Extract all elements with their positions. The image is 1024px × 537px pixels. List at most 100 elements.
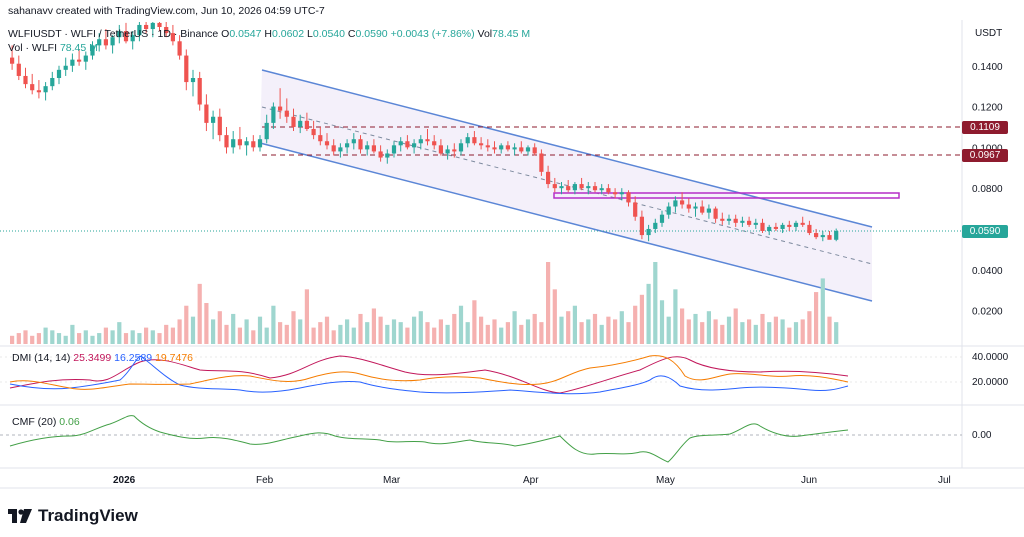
volume-bar xyxy=(827,316,832,344)
candle xyxy=(546,165,551,189)
candle xyxy=(706,204,711,219)
volume-bar xyxy=(371,308,376,344)
volume-bar xyxy=(244,319,249,344)
channel-upper-line[interactable] xyxy=(261,69,873,228)
volume-bar xyxy=(720,324,725,344)
candle xyxy=(566,180,571,193)
price-tick-label: 0.0800 xyxy=(972,184,1003,195)
ohlc-vol: 78.45 M xyxy=(492,28,531,40)
candle xyxy=(190,69,196,97)
volume-bar xyxy=(211,319,216,344)
volume-bar xyxy=(525,319,531,344)
volume-bar xyxy=(432,327,437,344)
candle xyxy=(539,149,544,176)
cmf-legend[interactable]: CMF (20) 0.06 xyxy=(12,416,80,428)
candle-body xyxy=(103,39,108,46)
volume-bar xyxy=(298,319,303,344)
candle xyxy=(110,35,115,54)
volume-bar xyxy=(204,303,209,344)
candle xyxy=(324,133,330,150)
candle xyxy=(720,212,725,225)
dmi-legend[interactable]: DMI (14, 14) 25.3499 16.2589 19.7476 xyxy=(12,352,193,364)
resistance-box[interactable] xyxy=(553,192,900,199)
candle xyxy=(693,202,698,217)
volume-bar xyxy=(653,262,658,344)
volume-bar xyxy=(190,316,196,344)
channel-mid-line[interactable] xyxy=(261,106,873,265)
candle xyxy=(499,143,504,154)
volume-legend-value: 78.45 M xyxy=(59,42,98,54)
candle-body xyxy=(10,57,15,64)
volume-bar xyxy=(391,319,397,344)
volume-bar xyxy=(479,316,484,344)
candle xyxy=(472,131,477,146)
volume-legend-label: Vol · WLFI xyxy=(8,42,58,54)
candle xyxy=(405,135,410,150)
candle xyxy=(452,143,457,158)
volume-bar xyxy=(16,333,21,344)
volume-legend[interactable]: Vol · WLFI 78.45 M xyxy=(8,42,98,54)
volume-bar xyxy=(10,335,15,344)
candle-body xyxy=(391,145,397,154)
candle-body xyxy=(284,110,289,117)
candle xyxy=(425,129,430,146)
candle xyxy=(633,196,638,221)
candle xyxy=(30,73,35,95)
candle-body xyxy=(83,55,88,62)
volume-bar xyxy=(465,322,470,344)
candle-body xyxy=(432,141,437,146)
candle-body xyxy=(606,188,611,193)
candle-body xyxy=(465,137,470,144)
candle-body xyxy=(237,139,242,146)
candle-body xyxy=(23,75,28,85)
candle-body xyxy=(36,90,41,93)
candle xyxy=(613,188,618,199)
volume-bar xyxy=(686,319,691,344)
price-tag-level-2: 0.0967 xyxy=(962,149,1008,162)
candle-body xyxy=(150,22,155,30)
candle-body xyxy=(184,55,189,83)
candle-body xyxy=(566,186,571,191)
symbol-legend[interactable]: WLFIUSDT · WLFI / TetherUS · 1D · Binanc… xyxy=(8,28,530,40)
candle-body xyxy=(740,220,745,223)
candle-body xyxy=(613,192,618,195)
candle-body xyxy=(760,222,765,231)
candle-body xyxy=(532,147,537,154)
volume-bar xyxy=(284,324,289,344)
volume-bar xyxy=(50,330,55,344)
candle xyxy=(479,137,484,150)
volume-bar xyxy=(30,335,35,344)
candle xyxy=(606,184,611,195)
candle-body xyxy=(499,145,504,150)
volume-bar xyxy=(70,324,75,344)
volume-bar xyxy=(760,313,765,344)
volume-bar xyxy=(512,311,517,344)
price-tick-label: 0.1000 xyxy=(972,143,1003,154)
candle xyxy=(820,231,825,242)
time-label-feb: Feb xyxy=(256,475,274,486)
candle xyxy=(43,82,48,101)
volume-bar xyxy=(586,319,591,344)
candle xyxy=(211,110,216,140)
symbol-name[interactable]: WLFIUSDT · WLFI / TetherUS · 1D · Binanc… xyxy=(8,28,219,40)
candle-body xyxy=(63,65,68,70)
tradingview-logo[interactable]: TradingView xyxy=(8,506,138,526)
candle-body xyxy=(251,141,256,148)
dmi-tick-40: 40.0000 xyxy=(972,352,1009,363)
candle xyxy=(713,206,718,223)
candle-body xyxy=(787,224,792,227)
volume-bar xyxy=(472,300,477,344)
candle xyxy=(760,218,765,234)
candle xyxy=(639,210,644,240)
candle-body xyxy=(56,69,62,78)
volume-bar xyxy=(331,330,336,344)
dmi-minus-di-value: 16.2589 xyxy=(114,352,153,364)
candle-body xyxy=(458,143,464,152)
candle-body xyxy=(412,143,417,148)
candle-body xyxy=(814,233,819,238)
candle xyxy=(793,220,799,231)
channel-lower-line[interactable] xyxy=(259,142,873,302)
volume-bar xyxy=(103,327,108,344)
volume-bar xyxy=(485,324,490,344)
volume-bar xyxy=(613,319,618,344)
